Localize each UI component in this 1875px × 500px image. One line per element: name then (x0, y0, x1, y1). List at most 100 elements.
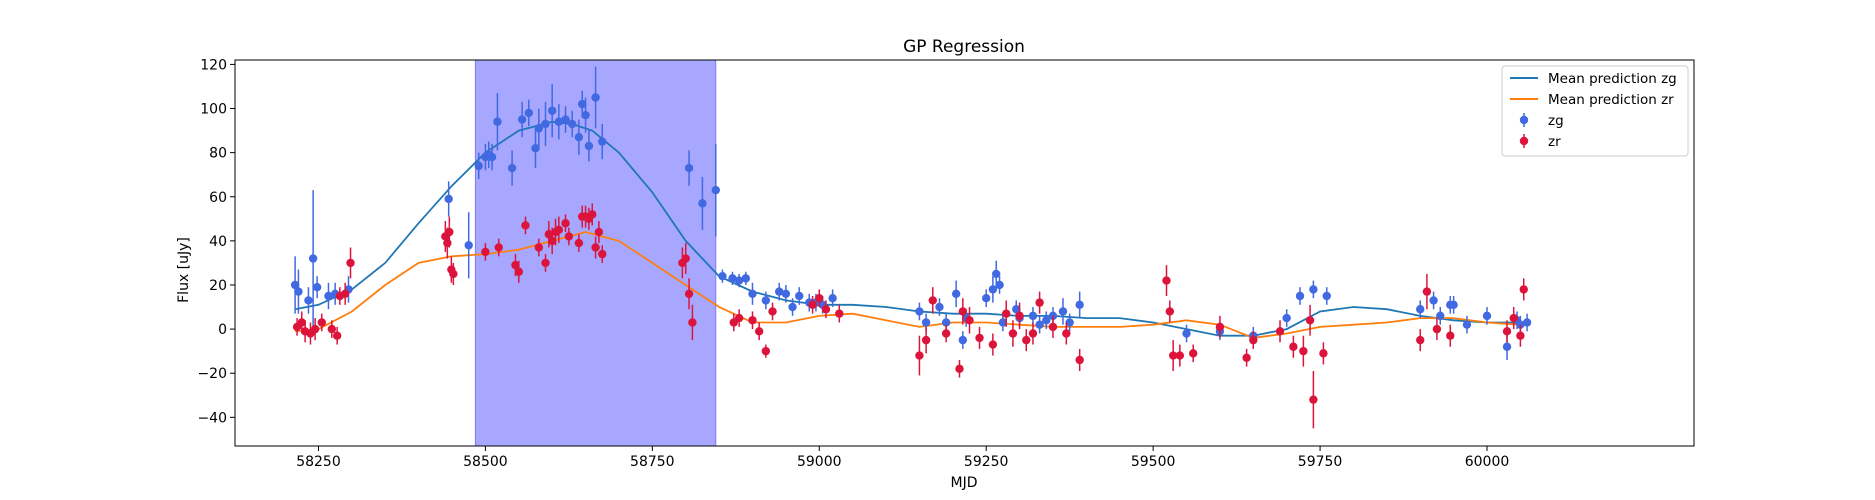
zg-point (531, 144, 540, 153)
x-tick-label: 58500 (463, 454, 508, 470)
zg-point (1502, 342, 1512, 351)
zr-point (748, 316, 757, 325)
zg-point (444, 194, 453, 204)
zg-point (992, 269, 1001, 279)
legend-label: zg (1548, 113, 1564, 129)
zr-point (1002, 309, 1011, 318)
zg-point (958, 335, 968, 345)
zr-point (514, 267, 523, 276)
zr-point (1015, 311, 1024, 321)
legend-entry: Mean prediction zr (1510, 92, 1674, 108)
zg-point (1028, 311, 1038, 321)
zr-point (534, 243, 544, 252)
zr-point (1516, 331, 1525, 340)
zr-point (1075, 355, 1084, 365)
zr-point (1165, 307, 1175, 316)
chart-title: GP Regression (903, 37, 1025, 57)
legend: Mean prediction zg Mean prediction zr zg zr (1501, 65, 1689, 157)
zr-point (915, 351, 924, 360)
zg-point (734, 276, 744, 285)
x-axis-label: MJD (951, 475, 978, 491)
zr-point (494, 243, 503, 252)
zr-point (1188, 349, 1198, 358)
y-tick-label: 100 (200, 102, 227, 118)
zg-point (568, 119, 577, 129)
zr-point (1062, 329, 1071, 338)
zr-point (481, 247, 490, 257)
legend-label: zr (1548, 134, 1561, 150)
zg-point (781, 289, 791, 299)
zr-point (1446, 331, 1455, 340)
zg-point (547, 106, 557, 115)
zr-point (310, 324, 320, 334)
zg-point (828, 294, 837, 303)
zg-point (487, 152, 497, 162)
y-tick-label: −40 (197, 410, 227, 426)
y-axis-label: Flux [uJy] (176, 237, 192, 303)
zg-point (935, 302, 944, 312)
zg-point (698, 199, 707, 208)
zg-point (684, 163, 694, 173)
zr-point (445, 227, 454, 237)
zr-point (921, 335, 931, 345)
axes-border (234, 59, 1695, 447)
zg-point (748, 289, 757, 299)
x-tick-label: 59250 (964, 454, 1009, 470)
zg-point (598, 137, 607, 146)
zr-point (1416, 335, 1425, 345)
zg-point (308, 254, 318, 263)
zg-point (915, 307, 924, 316)
zr-point (941, 329, 951, 338)
zr-point (988, 340, 998, 349)
zr-point (1035, 298, 1044, 307)
zg-point (1429, 296, 1438, 305)
zr-point (1422, 287, 1432, 296)
zg-point (312, 282, 322, 292)
legend-marker-swatch (1519, 136, 1529, 146)
legend-entry: Mean prediction zg (1510, 71, 1677, 87)
zg-point (1042, 316, 1051, 325)
zr-point (1502, 327, 1512, 336)
y-tick-label: 60 (209, 190, 227, 206)
zg-point (324, 291, 333, 301)
zr-point (1289, 342, 1298, 351)
legend-entry: zr (1519, 134, 1561, 150)
zr-point (958, 307, 968, 316)
mean-prediction-line-zr (295, 231, 1521, 339)
zr-point (928, 296, 937, 305)
series-zr (292, 203, 1528, 429)
zg-point (788, 302, 797, 312)
x-tick-label: 59750 (1298, 454, 1343, 470)
zr-point (591, 243, 600, 252)
zg-point (1282, 313, 1291, 323)
zg-point (524, 108, 534, 118)
legend-entry: zg (1519, 113, 1564, 129)
zg-point (761, 296, 771, 305)
zr-point (574, 238, 584, 248)
x-tick-label: 60000 (1465, 454, 1510, 470)
zr-point (955, 364, 964, 373)
zr-point (734, 313, 744, 323)
zg-point (1436, 311, 1445, 321)
zr-point (1432, 324, 1442, 334)
zr-point (1305, 316, 1315, 325)
legend-label: Mean prediction zr (1548, 92, 1674, 108)
zr-point (449, 269, 458, 279)
zr-point (554, 225, 564, 235)
zr-point (975, 333, 984, 343)
zg-point (741, 274, 751, 283)
zg-point (998, 318, 1008, 327)
plot-area (290, 59, 1532, 447)
zg-point (534, 124, 544, 133)
zr-point (835, 309, 844, 318)
zr-point (681, 254, 690, 263)
zr-point (965, 316, 974, 325)
zr-point (346, 258, 355, 268)
zg-point (574, 133, 584, 142)
zg-point (1462, 320, 1472, 329)
zg-point (921, 318, 931, 327)
zr-point (1242, 353, 1251, 362)
zg-point (578, 99, 587, 109)
zg-point (1065, 318, 1074, 327)
